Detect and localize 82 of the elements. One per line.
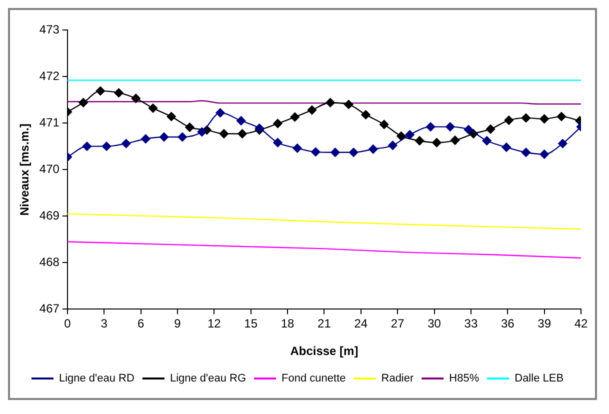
point bbox=[96, 86, 106, 96]
point bbox=[368, 144, 378, 154]
point bbox=[216, 108, 225, 118]
point bbox=[197, 127, 207, 137]
x-tick-label: 39 bbox=[538, 316, 552, 331]
x-tick-label: 33 bbox=[464, 316, 478, 331]
point bbox=[558, 138, 568, 148]
point bbox=[521, 113, 531, 123]
point bbox=[131, 94, 140, 104]
point bbox=[388, 140, 398, 150]
point bbox=[273, 138, 282, 148]
point bbox=[380, 120, 389, 130]
point bbox=[166, 112, 176, 122]
point bbox=[482, 136, 492, 146]
point bbox=[414, 136, 424, 146]
point bbox=[450, 136, 460, 145]
point bbox=[348, 148, 358, 157]
point bbox=[464, 124, 474, 134]
y-tick-label: 467 bbox=[39, 302, 60, 316]
y-tick-label: 468 bbox=[39, 254, 60, 269]
point bbox=[122, 138, 131, 148]
point bbox=[307, 105, 317, 115]
point bbox=[502, 142, 512, 152]
point bbox=[396, 131, 406, 141]
point bbox=[361, 110, 370, 120]
legend-label: Ligne d'eau RG bbox=[170, 372, 246, 385]
legend-label: Fond cunette bbox=[282, 372, 346, 385]
point bbox=[238, 129, 247, 138]
line-series bbox=[67, 213, 581, 230]
point bbox=[432, 138, 442, 148]
y-axis-title: Niveaux [ms.m.] bbox=[18, 124, 32, 216]
point bbox=[290, 112, 300, 122]
point bbox=[426, 122, 436, 132]
legend-label: H85% bbox=[449, 372, 480, 385]
x-tick-label: 27 bbox=[390, 316, 405, 331]
x-tick-label: 3 bbox=[100, 316, 108, 331]
point bbox=[330, 148, 340, 157]
point bbox=[148, 104, 158, 113]
point bbox=[178, 132, 187, 142]
point bbox=[102, 142, 112, 151]
y-tick-label: 470 bbox=[39, 162, 60, 176]
point bbox=[504, 116, 514, 125]
y-tick-label: 473 bbox=[39, 22, 60, 36]
point bbox=[446, 122, 455, 132]
legend-label: Ligne d'eau RD bbox=[58, 372, 135, 385]
point bbox=[185, 122, 194, 132]
point bbox=[78, 98, 88, 108]
point bbox=[521, 148, 531, 157]
x-tick-label: 12 bbox=[207, 316, 222, 331]
y-tick-label: 469 bbox=[39, 208, 60, 222]
point bbox=[236, 116, 246, 126]
point bbox=[486, 124, 496, 134]
point bbox=[540, 150, 549, 159]
point bbox=[311, 147, 320, 157]
point bbox=[405, 130, 414, 140]
x-tick-label: 9 bbox=[174, 316, 182, 331]
x-tick-label: 18 bbox=[280, 316, 295, 331]
x-tick-label: 36 bbox=[500, 316, 515, 331]
line-series bbox=[67, 241, 581, 259]
point bbox=[273, 118, 282, 128]
point bbox=[556, 112, 566, 122]
point bbox=[540, 114, 549, 124]
x-tick-label: 30 bbox=[428, 316, 442, 331]
legend-label: Radier bbox=[381, 372, 414, 385]
y-tick-label: 471 bbox=[39, 115, 60, 130]
point bbox=[159, 132, 169, 142]
x-tick-label: 24 bbox=[354, 316, 368, 331]
x-tick-label: 6 bbox=[137, 316, 144, 331]
x-tick-label: 0 bbox=[64, 316, 72, 331]
point bbox=[114, 88, 124, 98]
point bbox=[292, 144, 302, 153]
x-tick-label: 42 bbox=[574, 316, 588, 331]
legend-label: Dalle LEB bbox=[514, 372, 564, 385]
x-tick-label: 21 bbox=[318, 316, 332, 331]
x-axis-title: Abcisse [m] bbox=[290, 344, 358, 358]
y-tick-label: 472 bbox=[39, 68, 60, 83]
point bbox=[219, 129, 229, 138]
point bbox=[344, 100, 354, 110]
x-tick-label: 15 bbox=[244, 316, 258, 331]
point bbox=[326, 98, 335, 108]
point bbox=[141, 134, 150, 144]
point bbox=[82, 142, 92, 151]
